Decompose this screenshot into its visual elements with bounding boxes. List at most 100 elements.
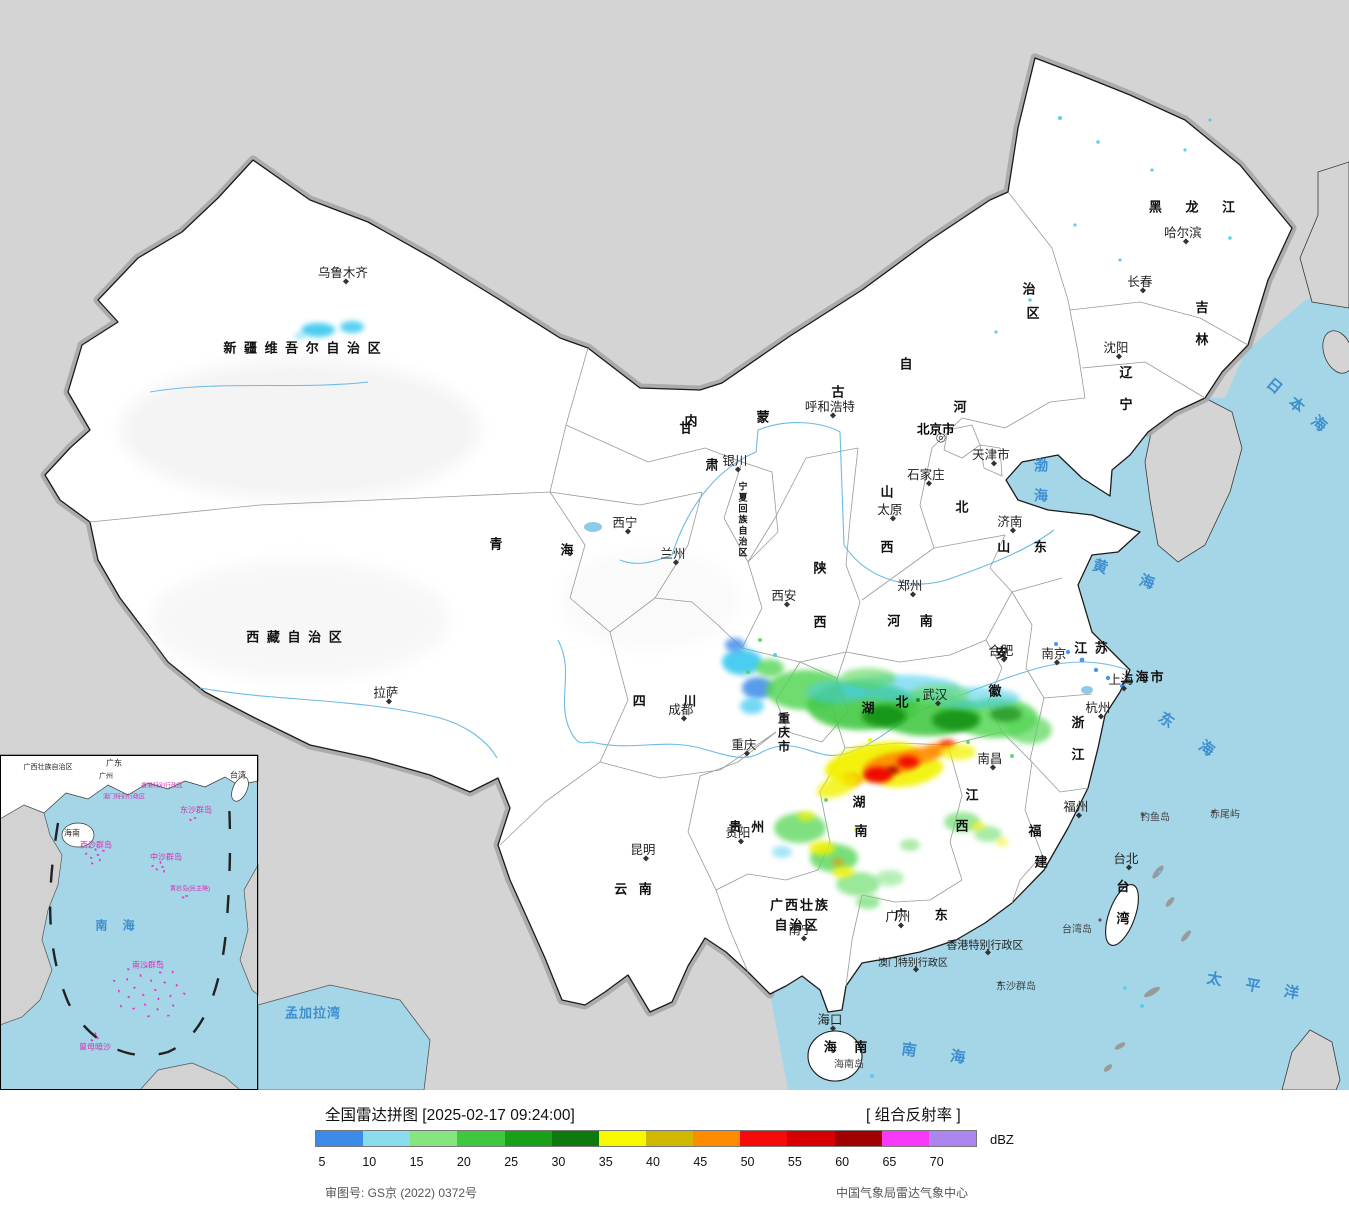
dbz-unit: dBZ	[990, 1132, 1014, 1147]
philippines-luzon	[1281, 1029, 1341, 1090]
radar-echo	[1008, 716, 1052, 744]
japan-kyushu	[1322, 330, 1349, 374]
inset-island-dot	[189, 818, 192, 822]
colorbar-tick: 35	[598, 1155, 613, 1169]
colorbar-tick: 20	[456, 1155, 471, 1169]
inset-island-dot	[175, 983, 179, 987]
radar-speckle	[1079, 657, 1085, 663]
inset-island-dot	[185, 895, 188, 897]
radar-speckle	[1158, 870, 1162, 874]
colorbar-tick: 10	[362, 1155, 377, 1169]
radar-speckle	[854, 828, 858, 832]
radar-echo	[876, 870, 904, 886]
radar-speckle	[1140, 1004, 1144, 1008]
radar-echo	[856, 895, 880, 909]
japan-honshu	[1299, 161, 1349, 309]
radar-echo	[971, 822, 985, 830]
colorbar-cell	[693, 1131, 741, 1146]
colorbar-tick: 50	[740, 1155, 755, 1169]
inset-hainan	[61, 822, 95, 848]
radar-echo	[897, 756, 919, 768]
radar-speckle	[966, 740, 970, 744]
colorbar-cell	[881, 1131, 929, 1146]
colorbar-tick: 65	[882, 1155, 897, 1169]
hainan-island	[807, 1030, 863, 1082]
radar-echo	[740, 698, 764, 714]
inset-borneo	[139, 1062, 241, 1090]
inset-island-dot	[127, 995, 131, 999]
inset-island-dot	[156, 1007, 159, 1011]
inset-island-dot	[88, 845, 91, 849]
colorbar-cell	[363, 1131, 411, 1146]
radar-echo	[294, 333, 306, 339]
inset-island-dot	[94, 1032, 97, 1036]
legend-panel: 全国雷达拼图 [2025-02-17 09:24:00] [ 组合反射率 ] d…	[0, 1090, 1349, 1208]
inset-island-dot	[171, 1004, 175, 1008]
inset-island-dot	[126, 978, 129, 981]
colorbar-tick: 30	[551, 1155, 566, 1169]
radar-echo	[809, 841, 835, 855]
radar-speckle	[773, 653, 777, 657]
inset-island-dot	[102, 849, 105, 852]
inset-island-dot	[151, 864, 154, 868]
taiwan-island	[1105, 884, 1139, 946]
relief-shading	[120, 360, 740, 680]
inset-map	[0, 754, 259, 1090]
colorbar-cell	[787, 1131, 835, 1146]
radar-speckle	[1096, 140, 1100, 144]
colorbar-cell	[551, 1131, 599, 1146]
approval-number: 审图号: GS京 (2022) 0372号	[325, 1186, 478, 1200]
inset-island-dot	[141, 993, 145, 997]
radar-echo	[840, 668, 896, 688]
ryukyu-islands	[1103, 865, 1191, 1072]
radar-echo	[742, 677, 774, 699]
radar-speckle	[868, 738, 872, 742]
inset-island-dot	[154, 989, 157, 991]
colorbar-cell	[928, 1131, 976, 1146]
inset-taiwan	[231, 776, 249, 802]
colorbar-cell	[598, 1131, 646, 1146]
radar-speckle	[1228, 236, 1232, 240]
inset-island-dot	[167, 1014, 170, 1017]
radar-echo	[725, 638, 745, 652]
radar-echo	[863, 767, 893, 783]
colorbar-tick: 25	[504, 1155, 519, 1169]
radar-echo	[817, 773, 859, 799]
ocean-east-south-china-sea	[770, 396, 1349, 1090]
inset-island-dots	[84, 817, 197, 1042]
inset-island-dot	[169, 994, 172, 998]
inset-island-dot	[149, 979, 153, 982]
lakes	[584, 522, 1093, 694]
inset-island-dot	[158, 971, 162, 974]
inset-island-dot	[157, 997, 160, 1001]
inset-island-dot	[90, 1038, 94, 1042]
radar-echo	[887, 766, 899, 774]
inset-island-dot	[143, 1003, 147, 1007]
radar-speckle	[1040, 468, 1044, 472]
colorbar-tick: 55	[787, 1155, 802, 1169]
colorbar-tick: 45	[693, 1155, 708, 1169]
radar-echo	[932, 709, 980, 731]
radar-echo	[940, 744, 976, 760]
radar-speckle	[758, 638, 762, 642]
radar-speckle	[1093, 667, 1099, 673]
inset-island-dot	[159, 861, 162, 864]
radar-echo	[996, 838, 1008, 846]
radar-echo	[862, 705, 906, 727]
inset-island-dot	[162, 869, 166, 873]
inset-indochina	[0, 804, 63, 1026]
radar-echo	[833, 859, 843, 865]
radar-speckle	[870, 1074, 874, 1078]
inset-island-dot	[139, 974, 142, 977]
inset-island-dot	[132, 986, 136, 990]
radar-echo	[910, 684, 970, 704]
radar-speckle	[746, 670, 750, 674]
radar-speckle	[1073, 223, 1077, 227]
radar-speckle	[1183, 148, 1187, 152]
inset-island-dot	[132, 1007, 136, 1010]
inset-island-dot	[89, 856, 93, 860]
map-canvas: 新 疆 维 吾 尔 自 治 区西 藏 自 治 区青海甘肃内蒙古自治区黑 龙 江吉…	[0, 0, 1349, 1090]
inset-island-dot	[96, 1037, 99, 1039]
radar-echo	[756, 659, 784, 677]
